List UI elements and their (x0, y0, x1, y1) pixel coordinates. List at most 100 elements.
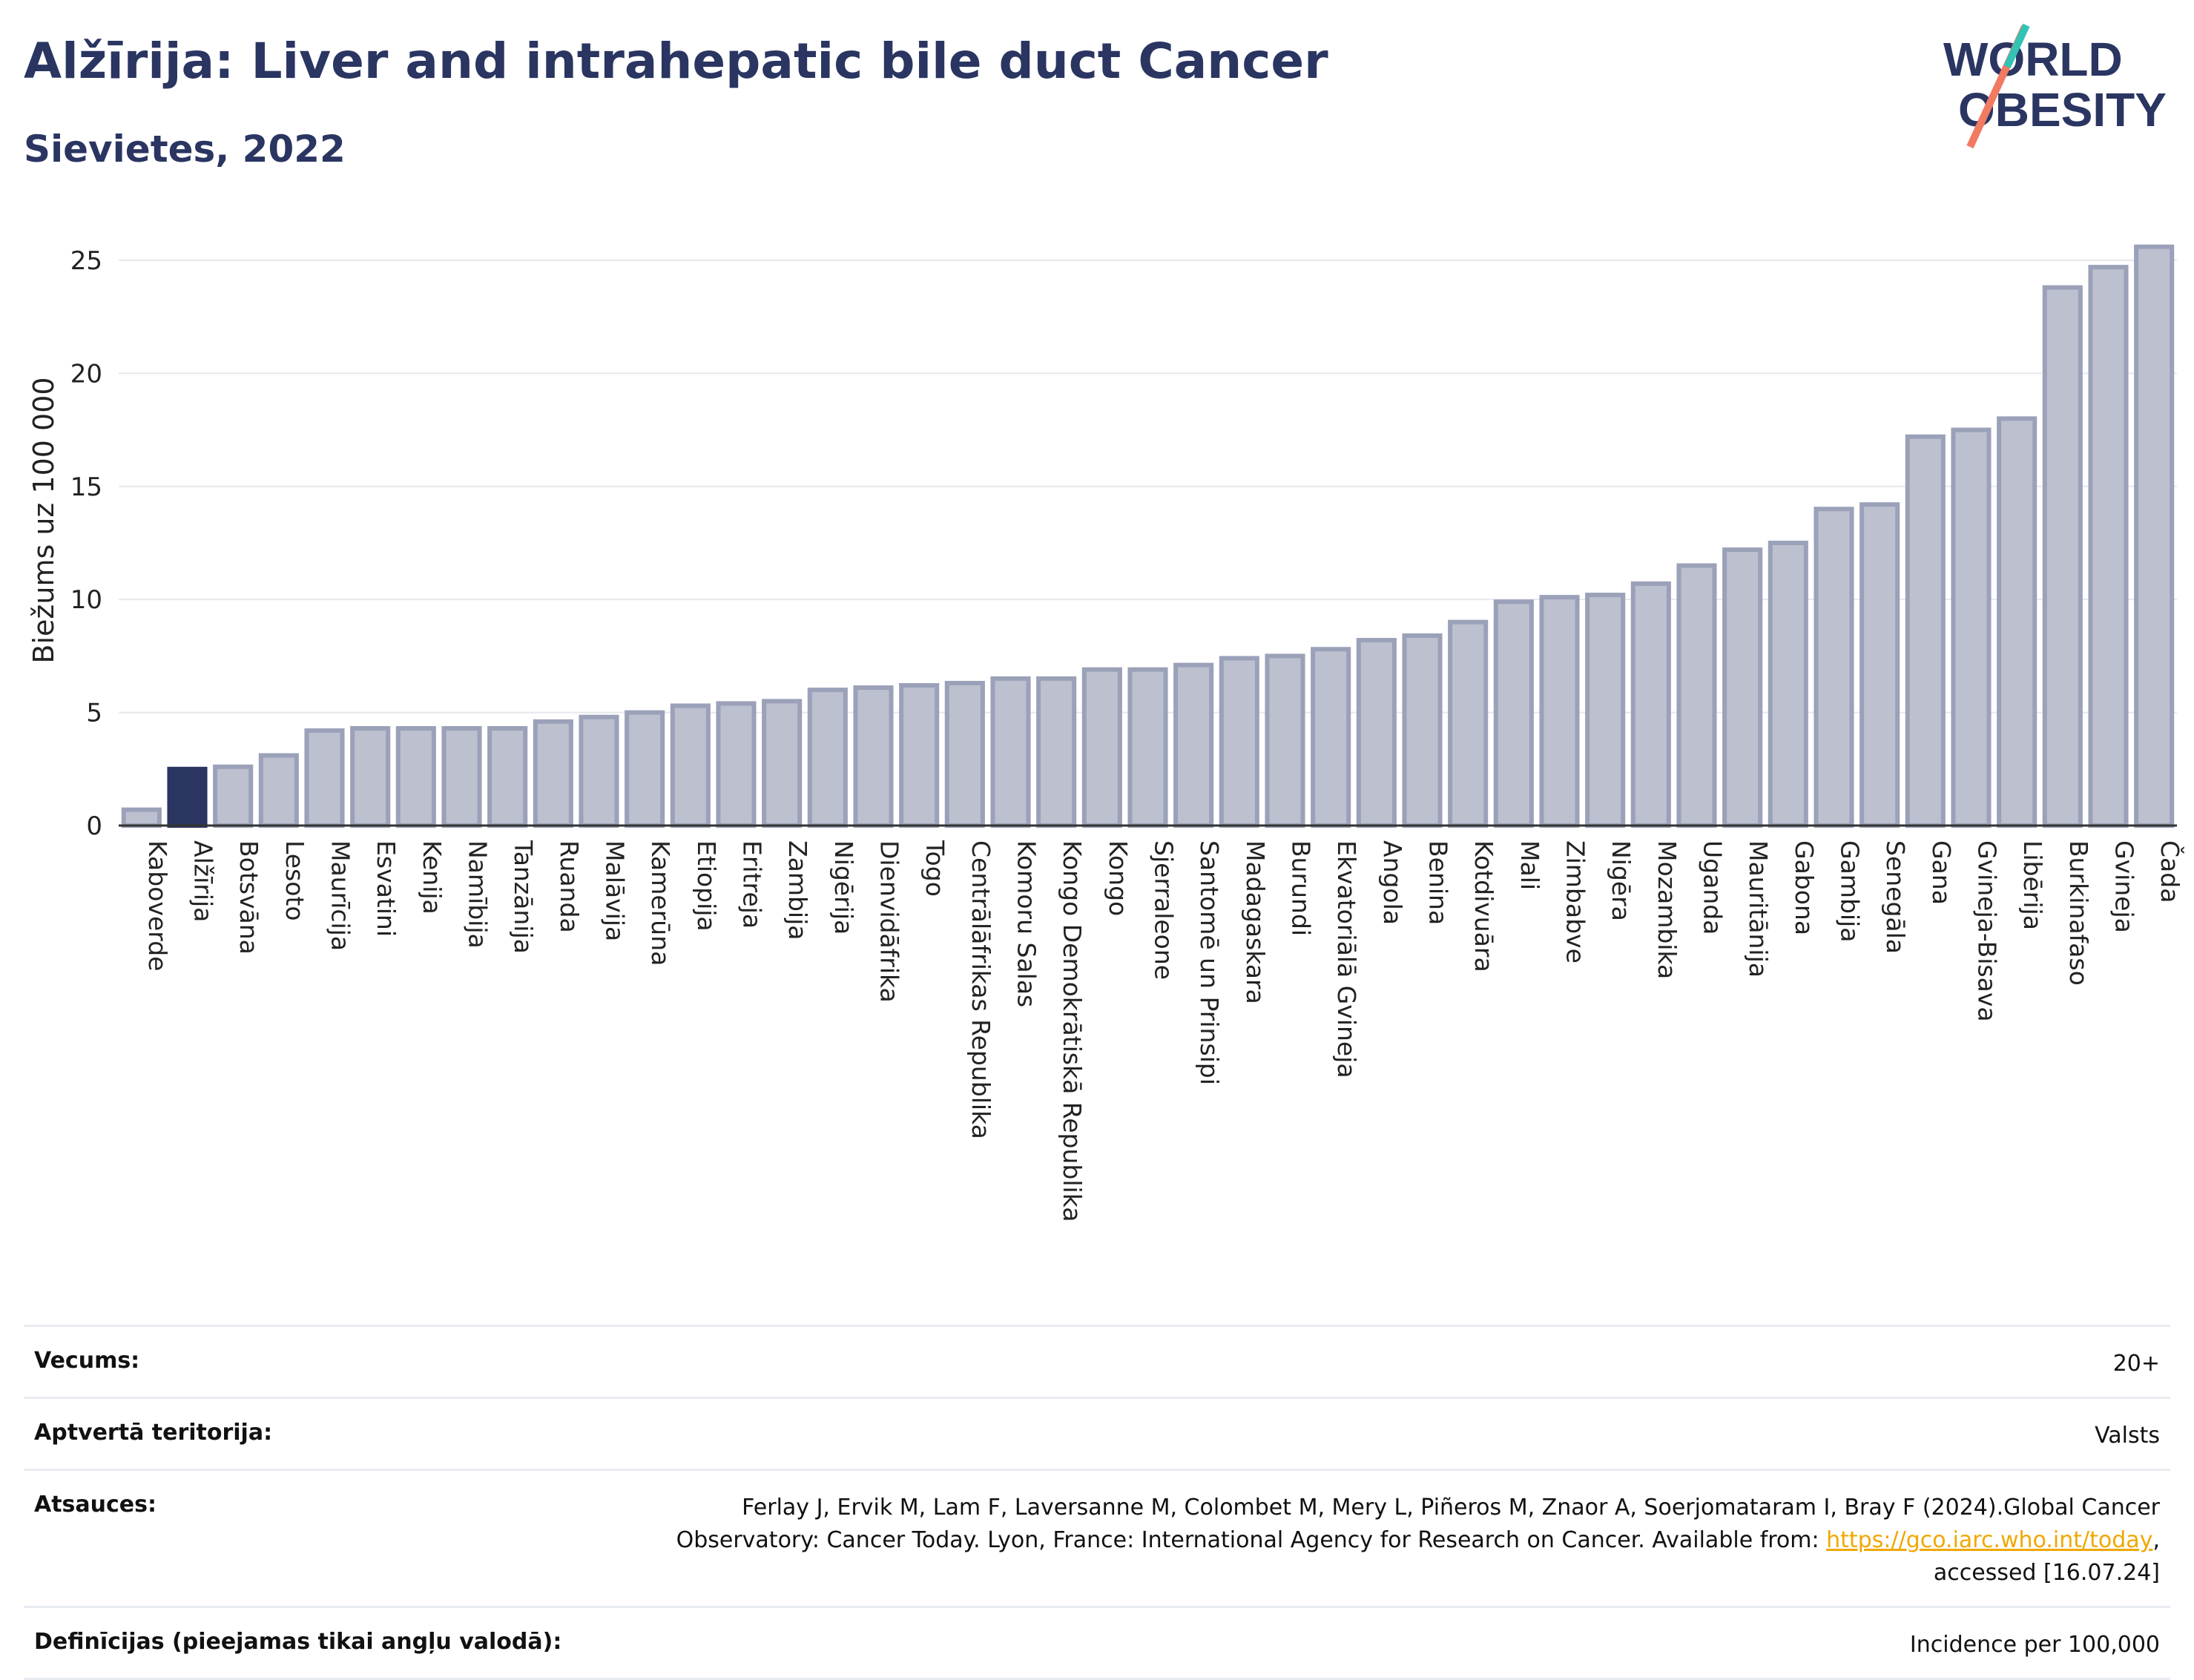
bar (258, 753, 299, 828)
bar (1585, 593, 1626, 828)
bar (121, 807, 162, 828)
meta-row-age: Vecums: 20+ (24, 1325, 2170, 1397)
x-tick-label: Mauritānija (1744, 840, 1773, 978)
bar (579, 714, 619, 829)
bar (899, 683, 940, 829)
x-tick-label: Kongo Demokrātiskā Republika (1058, 840, 1087, 1222)
bar (1905, 434, 1946, 828)
bar (533, 719, 573, 828)
logo-line1: WORLD (1943, 33, 2123, 86)
x-tick-label: Komoru Salas (1012, 840, 1041, 1007)
x-tick-label: Mozambika (1653, 840, 1681, 979)
meta-label-references: Atsauces: (34, 1492, 157, 1518)
x-tick-label: Burundi (1287, 840, 1316, 936)
x-tick-label: Nigēra (1607, 840, 1635, 921)
x-tick-label: Botsvāna (234, 840, 263, 955)
x-tick-label: Maurīcija (326, 840, 355, 951)
bar (1127, 667, 1168, 829)
x-tick-label: Kenija (418, 840, 447, 915)
x-tick-label: Malāvija (601, 840, 630, 941)
x-tick-label: Etiopija (692, 840, 721, 932)
metadata-table: Vecums: 20+ Aptvertā teritorija: Valsts … (24, 1325, 2170, 1680)
bar (1859, 502, 1900, 828)
bar (990, 676, 1031, 828)
chart-subtitle: Sievietes, 2022 (24, 128, 346, 171)
y-axis-label: Biežums uz 100 000 (27, 377, 60, 663)
bar (1676, 563, 1717, 828)
bar (944, 680, 985, 829)
x-tick-label: Kotdivuāra (1469, 840, 1498, 972)
x-tick-label: Kamerūna (646, 840, 675, 966)
y-tick-label: 5 (86, 699, 102, 728)
bar (625, 710, 665, 828)
x-tick-label: Gvineja (2110, 840, 2139, 933)
bar (762, 699, 803, 829)
bar (2088, 265, 2129, 828)
x-tick-label: Zimbabve (1561, 840, 1590, 963)
bar (1722, 547, 1763, 828)
x-tick-label: Dienvidāfrika (875, 840, 904, 1003)
x-tick-label: Gambija (1836, 840, 1865, 942)
chart-title: Alžīrija: Liver and intrahepatic bile du… (24, 33, 1328, 90)
bar (2042, 285, 2083, 829)
x-tick-label: Gabona (1790, 840, 1819, 935)
x-tick-label: Madagaskara (1241, 840, 1270, 1004)
x-tick-label: Benina (1424, 840, 1453, 925)
x-tick-label: Nigērija (829, 840, 858, 935)
x-tick-label: Libērija (2018, 840, 2047, 930)
bar (1219, 656, 1259, 828)
x-tick-label: Mali (1515, 840, 1544, 890)
bar (1402, 633, 1443, 828)
x-tick-label: Senegāla (1881, 840, 1910, 954)
bar (853, 685, 894, 829)
x-tick-label: Gana (1927, 840, 1956, 905)
bar (1448, 619, 1489, 829)
reference-link[interactable]: https://gco.iarc.who.int/today (1826, 1527, 2153, 1553)
x-tick-label: Santomē un Prinsipi (1195, 840, 1224, 1085)
meta-value-territory: Valsts (2095, 1423, 2160, 1449)
bar (807, 688, 848, 828)
bar (1768, 540, 1808, 829)
bar (167, 766, 208, 828)
bar (304, 728, 345, 828)
bar (1997, 416, 2037, 828)
bar (1493, 599, 1534, 828)
x-tick-label: Burkinafaso (2064, 840, 2093, 986)
x-tick-label: Ekvatoriālā Gvineja (1332, 840, 1361, 1078)
bar (1265, 653, 1305, 829)
x-tick-label: Togo (920, 840, 949, 897)
reference-suffix: , accessed [16.07.24] (1933, 1527, 2160, 1586)
x-tick-label: Kaboverde (143, 840, 172, 972)
logo-slash-upper (2003, 23, 2030, 69)
bar-chart: 0 5 10 15 20 25 Biežums uz 100 000 Kaboverde Alž… (27, 244, 2185, 1222)
meta-row-territory: Aptvertā teritorija: Valsts (24, 1397, 2170, 1469)
bar (1813, 507, 1854, 829)
x-tick-label: Sjerraleone (1150, 840, 1179, 980)
meta-row-definitions: Definīcijas (pieejamas tikai angļu valod… (24, 1606, 2170, 1680)
bar (716, 701, 757, 829)
bar (1311, 647, 1351, 828)
y-tick-label: 10 (70, 585, 102, 615)
meta-label-age: Vecums: (34, 1348, 140, 1374)
x-tick-label: Uganda (1699, 840, 1727, 935)
bar (1539, 595, 1580, 828)
y-tick-label: 20 (70, 359, 102, 389)
bar (487, 725, 528, 828)
x-tick-label: Eritreja (738, 840, 767, 929)
meta-label-territory: Aptvertā teritorija: (34, 1420, 273, 1446)
bar (1173, 662, 1214, 828)
y-tick-label: 25 (70, 246, 102, 276)
bar (1081, 667, 1122, 829)
x-tick-label: Ruanda (555, 840, 584, 933)
x-tick-label: Centrālāfrikas Republika (966, 840, 995, 1139)
meta-value-definitions: Incidence per 100,000 (1909, 1632, 2160, 1658)
reference-text: Ferlay J, Ervik M, Lam F, Laversanne M, … (676, 1495, 2160, 1553)
bar (2134, 244, 2175, 828)
meta-label-definitions: Definīcijas (pieejamas tikai angļu valod… (34, 1629, 562, 1655)
x-tick-label: Esvatini (372, 840, 401, 937)
x-tick-label: Namībija (464, 840, 493, 949)
bar (1356, 638, 1397, 829)
bar (1951, 427, 1992, 828)
bar (441, 725, 482, 828)
x-tick-label: Lesoto (280, 840, 309, 921)
